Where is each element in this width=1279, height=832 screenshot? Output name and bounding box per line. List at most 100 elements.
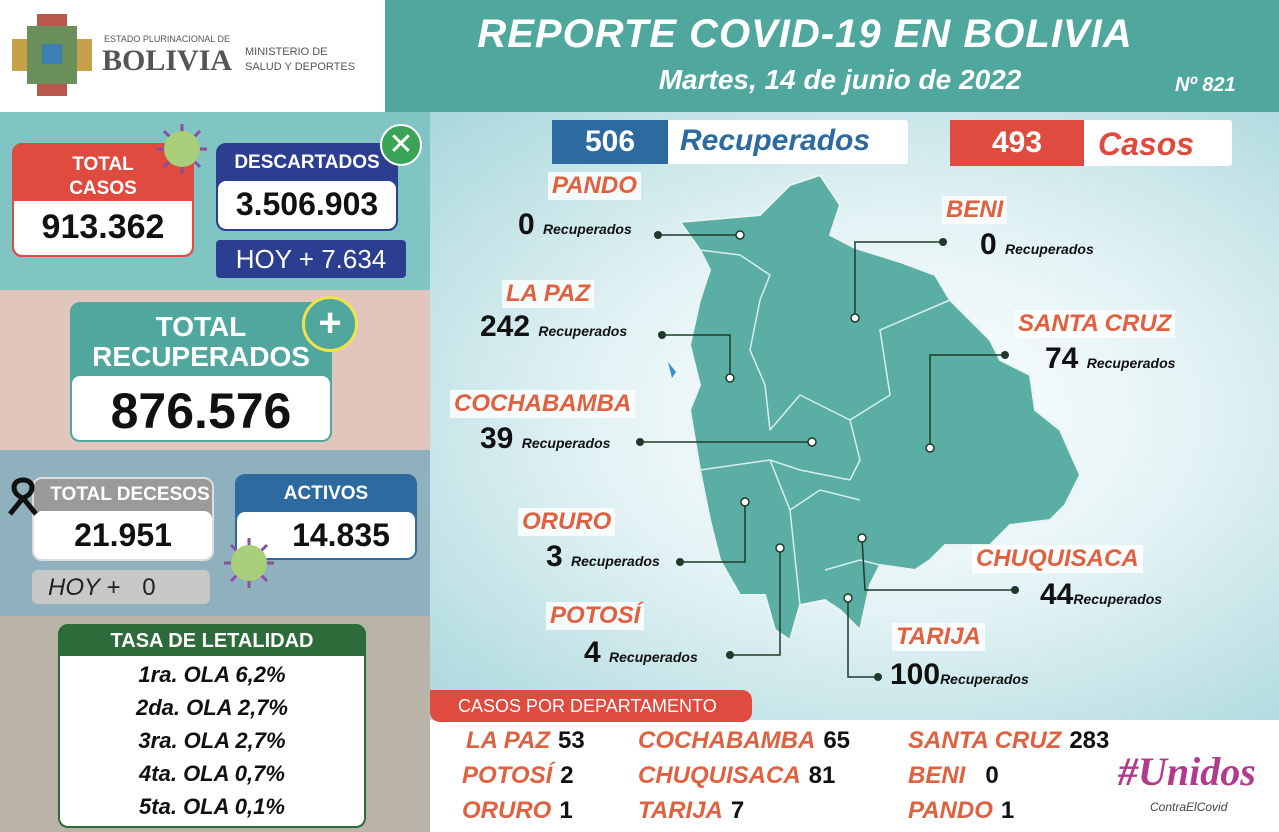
label: Recuperados: [543, 221, 632, 237]
dept-recuperados-tarija: 100Recuperados: [890, 658, 1029, 696]
label: Recuperados: [1086, 355, 1176, 371]
label: Recuperados: [571, 553, 660, 569]
activos-label: ACTIVOS: [283, 483, 369, 504]
dept-recuperados-cochabamba: 39 Recuperados: [480, 422, 610, 460]
logo-top-text: ESTADO PLURINACIONAL DE: [104, 34, 231, 44]
total-casos-label2: CASOS: [69, 178, 137, 199]
report-number: Nº 821: [1175, 74, 1236, 96]
name: PANDO: [908, 797, 993, 824]
value: 0: [518, 208, 535, 241]
value: 39: [480, 422, 514, 455]
value: 1: [1000, 797, 1015, 824]
label: Recuperados: [1073, 591, 1163, 607]
casos-departamento-title: CASOS POR DEPARTAMENTO: [430, 690, 752, 722]
dept-label-la-paz: LA PAZ: [502, 280, 594, 308]
descartados-label: DESCARTADOS: [234, 152, 380, 173]
label: Recuperados: [1005, 241, 1094, 257]
ministry-line2: SALUD Y DEPORTES: [245, 61, 356, 73]
decesos-label: TOTAL DECESOS: [50, 484, 210, 505]
value: 53: [558, 727, 585, 754]
ola-1: 1ra. OLA 6,2%: [138, 662, 286, 687]
casos-por-departamento: [430, 720, 1279, 832]
casos-beni: BENI 0: [908, 762, 999, 790]
logo-main-text: BOLIVIA: [102, 44, 233, 77]
recuperados-label1: TOTAL: [155, 311, 247, 342]
virus-icon: [224, 538, 274, 588]
dept-label-potosi: POTOSÍ: [546, 602, 645, 630]
name: POTOSÍ: [462, 762, 553, 789]
name: BENI: [908, 762, 966, 789]
name: CHUQUISACA: [638, 762, 801, 789]
callout-lines: [640, 234, 1015, 678]
casos-total: 493: [950, 120, 1084, 166]
decesos-hoy-label: HOY +: [48, 574, 121, 601]
name: ORURO: [462, 797, 552, 824]
dept-label-pando: PANDO: [548, 172, 641, 200]
dept-recuperados-potosi: 4 Recuperados: [584, 636, 698, 674]
casos-banner: 493 Casos: [950, 120, 1232, 166]
descartados-value: 3.506.903: [218, 181, 396, 229]
dept-recuperados-oruro: 3 Recuperados: [546, 540, 660, 578]
dept-label-oruro: ORURO: [518, 508, 616, 536]
value: 4: [584, 636, 601, 669]
casos-banner-label: Casos: [1098, 126, 1195, 162]
casos-la-paz: LA PAZ 53: [466, 727, 585, 755]
label: Recuperados: [538, 323, 628, 339]
plus-circle-icon: +: [302, 296, 358, 352]
value: 7: [730, 797, 745, 824]
value: 3: [546, 540, 563, 573]
recuperados-banner: 506 Recuperados: [552, 120, 908, 164]
dept-recuperados-chuquisaca: 44Recuperados: [1040, 578, 1162, 616]
total-casos-card: TOTAL CASOS 913.362: [12, 143, 194, 257]
name: TARIJA: [638, 797, 723, 824]
dept-recuperados-beni: 0 Recuperados: [980, 228, 1094, 266]
page-title: REPORTE COVID-19 EN BOLIVIA: [477, 12, 1133, 56]
casos-tarija: TARIJA 7: [638, 797, 744, 825]
ola-3: 3ra. OLA 2,7%: [138, 728, 286, 753]
dept-recuperados-santa-cruz: 74 Recuperados: [1045, 342, 1175, 380]
lake-titicaca: [668, 362, 676, 378]
recuperados-banner-label: Recuperados: [680, 124, 871, 157]
casos-cochabamba: COCHABAMBA 65: [638, 727, 850, 755]
casos-chuquisaca: CHUQUISACA 81: [638, 762, 835, 790]
value: 65: [823, 727, 851, 754]
decesos-hoy-value: 0: [142, 574, 156, 601]
total-recuperados-card: TOTAL RECUPERADOS 876.576: [70, 302, 332, 442]
decesos-hoy: HOY + 0: [32, 570, 210, 604]
value: 100: [890, 658, 941, 691]
value: 0: [980, 228, 997, 261]
recuperados-label2: RECUPERADOS: [92, 341, 310, 372]
dept-recuperados-pando: 0 Recuperados: [518, 208, 632, 246]
unidos-logo: #Unidos: [1118, 749, 1256, 794]
activos-card: ACTIVOS 14.835: [235, 474, 417, 560]
letalidad-title: TASA DE LETALIDAD: [110, 630, 314, 652]
ola-2: 2da. OLA 2,7%: [135, 695, 288, 720]
bolivia-chakana-logo: [12, 14, 92, 96]
label: Recuperados: [609, 649, 698, 665]
dept-label-santa-cruz: SANTA CRUZ: [1014, 310, 1176, 338]
bolivia-shape: [678, 173, 1082, 642]
value: 81: [808, 762, 836, 789]
callout-dots: [636, 231, 1019, 681]
name: SANTA CRUZ: [908, 727, 1062, 754]
value: 283: [1069, 727, 1110, 754]
report-date: Martes, 14 de junio de 2022: [658, 64, 1022, 95]
descartados-hoy: HOY + 7.634: [216, 240, 406, 278]
dept-label-chuquisaca: CHUQUISACA: [972, 545, 1143, 573]
letalidad-list: 1ra. OLA 6,2% 2da. OLA 2,7% 3ra. OLA 2,7…: [60, 656, 364, 826]
label: Recuperados: [940, 671, 1029, 687]
casos-potosi: POTOSÍ 2: [462, 762, 574, 790]
ola-5: 5ta. OLA 0,1%: [139, 794, 285, 819]
ministry-line1: MINISTERIO DE: [245, 46, 328, 58]
x-circle-icon: ✕: [380, 124, 422, 166]
decesos-value: 21.951: [34, 511, 212, 559]
dept-label-tarija: TARIJA: [892, 623, 985, 651]
recuperados-value: 876.576: [72, 376, 330, 440]
letalidad-card: TASA DE LETALIDAD 1ra. OLA 6,2% 2da. OLA…: [58, 624, 366, 828]
casos-santa-cruz: SANTA CRUZ 283: [908, 727, 1109, 755]
dept-recuperados-la-paz: 242 Recuperados: [480, 310, 627, 348]
total-decesos-card: TOTAL DECESOS 21.951: [32, 477, 214, 561]
recuperados-total: 506: [552, 120, 668, 164]
department-borders: [699, 249, 951, 606]
casos-pando: PANDO 1: [908, 797, 1014, 825]
